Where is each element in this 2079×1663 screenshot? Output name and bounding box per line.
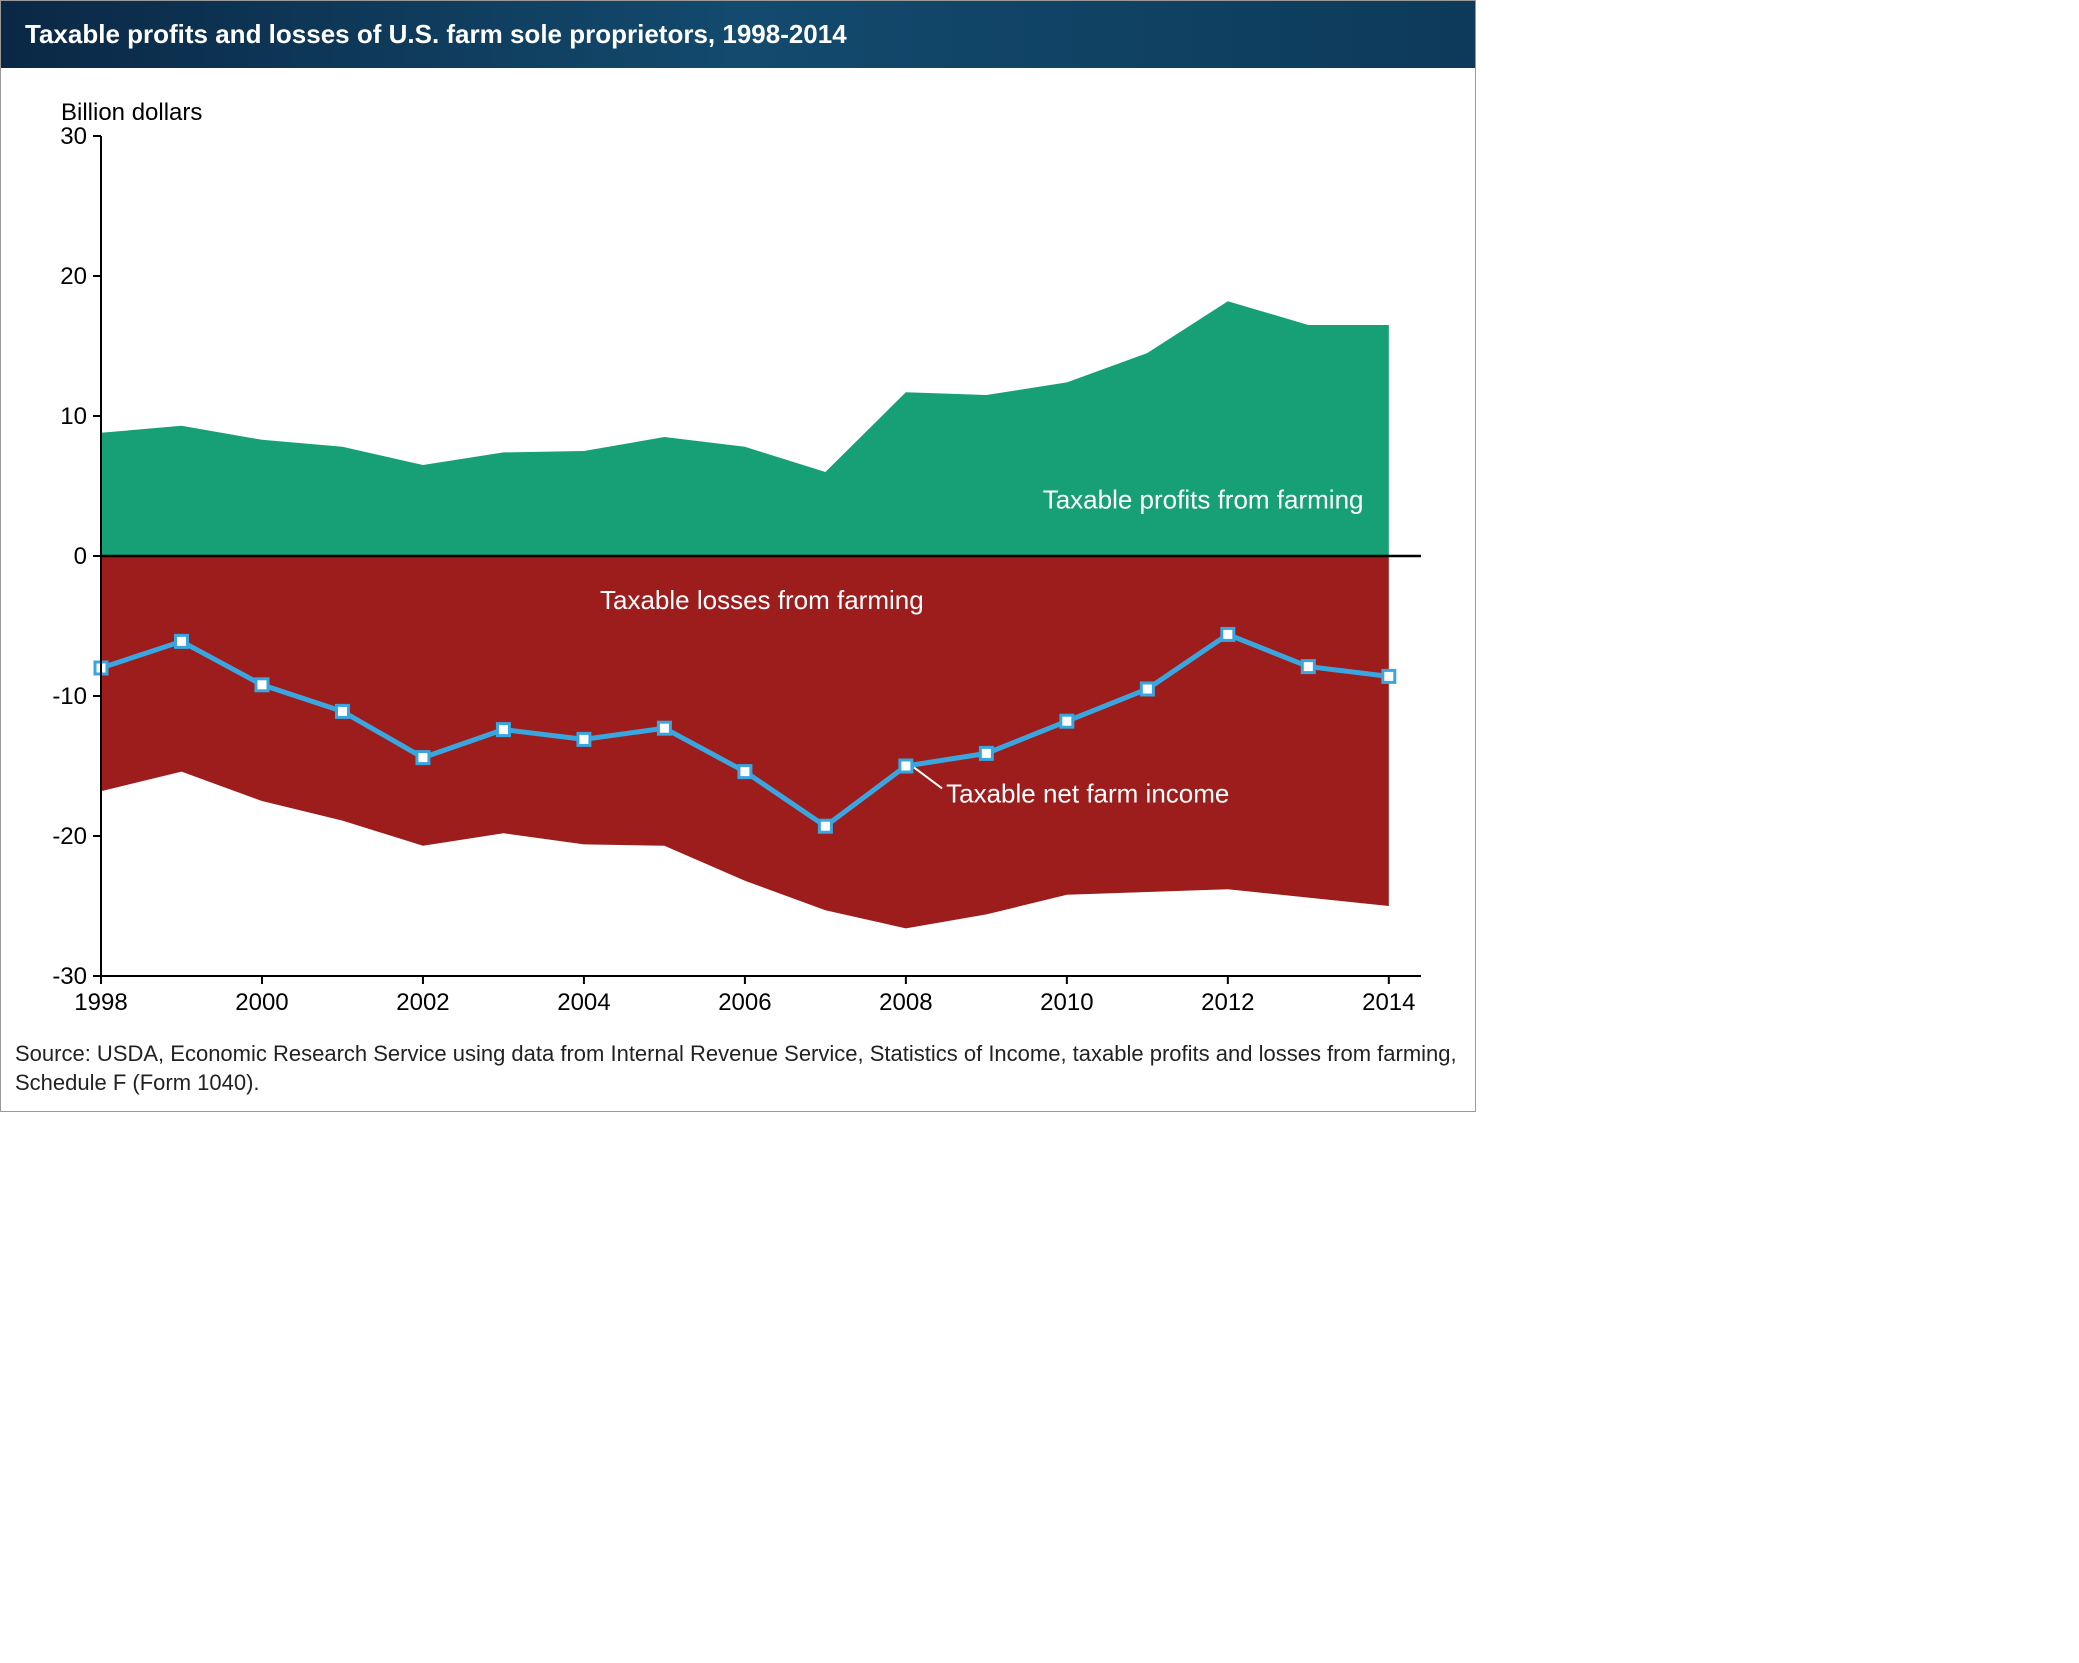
net-annotation: Taxable net farm income <box>946 778 1229 808</box>
net-income-marker <box>658 722 670 734</box>
net-income-marker <box>336 705 348 717</box>
source-footnote: Source: USDA, Economic Research Service … <box>1 1032 1475 1111</box>
chart-title: Taxable profits and losses of U.S. farm … <box>25 19 1451 50</box>
net-income-marker <box>1141 683 1153 695</box>
profits-annotation: Taxable profits from farming <box>1043 484 1364 514</box>
net-income-marker <box>578 733 590 745</box>
x-tick-label: 2014 <box>1362 989 1415 1016</box>
net-income-marker <box>739 766 751 778</box>
x-tick-label: 2004 <box>557 989 610 1016</box>
x-tick-label: 2006 <box>718 989 771 1016</box>
x-tick-label: 2012 <box>1201 989 1254 1016</box>
net-income-marker <box>175 635 187 647</box>
chart-svg: Billion dollars -30 -20 -10 0 10 20 30 1998 2000 2… <box>11 86 1441 1026</box>
title-bar: Taxable profits and losses of U.S. farm … <box>1 1 1475 68</box>
x-tick-label: 2002 <box>396 989 449 1016</box>
y-tick-label: -30 <box>52 963 87 990</box>
net-income-marker <box>1061 715 1073 727</box>
net-income-marker <box>1302 661 1314 673</box>
net-income-marker <box>900 760 912 772</box>
net-income-marker <box>980 747 992 759</box>
x-tick-label: 2008 <box>879 989 932 1016</box>
y-tick-label: 0 <box>74 543 87 570</box>
y-tick-label: -10 <box>52 683 87 710</box>
y-tick-label: -20 <box>52 823 87 850</box>
net-income-marker <box>819 820 831 832</box>
net-income-marker <box>497 724 509 736</box>
x-tick-label: 2000 <box>235 989 288 1016</box>
x-tick-label: 2010 <box>1040 989 1093 1016</box>
x-tick-label: 1998 <box>74 989 127 1016</box>
y-tick-label: 30 <box>60 123 87 150</box>
y-axis-title: Billion dollars <box>61 99 202 126</box>
net-income-marker <box>417 752 429 764</box>
profits-area <box>101 301 1389 556</box>
losses-annotation: Taxable losses from farming <box>600 585 924 615</box>
net-income-marker <box>1383 670 1395 682</box>
chart-container: Taxable profits and losses of U.S. farm … <box>0 0 1476 1112</box>
net-income-marker <box>1222 628 1234 640</box>
y-tick-label: 10 <box>60 403 87 430</box>
plot-area: Billion dollars -30 -20 -10 0 10 20 30 1998 2000 2… <box>1 68 1475 1032</box>
y-tick-label: 20 <box>60 263 87 290</box>
net-income-marker <box>256 679 268 691</box>
